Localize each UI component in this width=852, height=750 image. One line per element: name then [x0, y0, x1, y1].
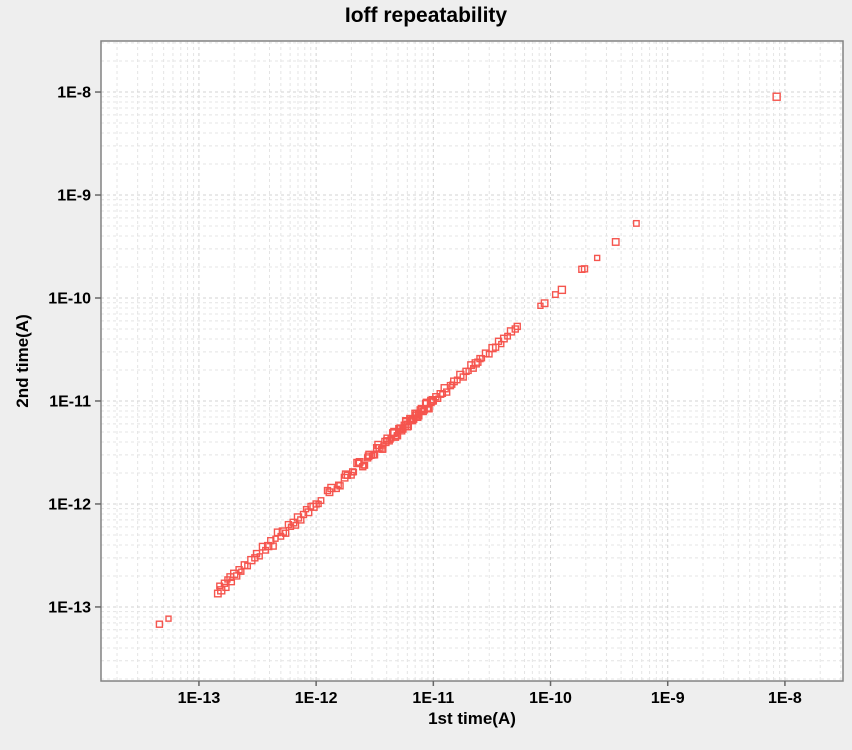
data-point-marker — [348, 468, 357, 476]
grid-layer — [101, 41, 843, 681]
data-point-marker — [434, 395, 442, 403]
data-point-marker — [540, 299, 549, 308]
data-point-marker — [439, 390, 447, 398]
data-point-marker — [315, 500, 322, 508]
data-point-marker — [222, 583, 230, 592]
x-tick-label: 1E-10 — [529, 690, 572, 707]
plot-border — [100, 40, 844, 682]
data-point-marker — [632, 219, 640, 227]
axis-frame-layer — [100, 40, 844, 682]
data-point-marker — [256, 553, 263, 560]
tick-layer: 1E-13 1E-12 1E-11 1E-10 1E-9 1E-8 1E-8 1E-9 1E-1… — [48, 85, 802, 707]
data-point-marker — [374, 440, 383, 450]
data-point-marker — [327, 483, 336, 493]
data-point-marker — [425, 404, 432, 412]
y-tick-label: 1E-8 — [57, 85, 91, 102]
data-point-marker — [442, 388, 451, 396]
data-point-marker — [262, 546, 269, 554]
data-point-marker — [165, 615, 172, 622]
data-point-marker — [360, 462, 367, 469]
x-tick-label: 1E-11 — [412, 690, 454, 707]
data-point-marker — [580, 265, 589, 273]
data-point-marker — [282, 529, 290, 537]
data-point-marker — [228, 578, 236, 586]
y-tick-label: 1E-13 — [48, 599, 91, 616]
data-point-marker — [238, 568, 245, 575]
y-tick-label: 1E-12 — [48, 496, 91, 513]
chart-title: Ioff repeatability — [344, 4, 508, 27]
y-tick-label: 1E-9 — [57, 188, 91, 205]
x-tick-label: 1E-13 — [178, 690, 221, 707]
data-point-marker — [551, 291, 559, 299]
data-point-marker — [557, 285, 567, 295]
data-point-marker — [593, 254, 601, 262]
x-axis-label: 1st time(A) — [428, 709, 516, 728]
data-point-marker — [155, 620, 164, 628]
data-point-marker — [481, 349, 490, 358]
x-tick-label: 1E-8 — [768, 690, 802, 707]
data-point-marker — [269, 542, 277, 550]
data-point-marker — [379, 445, 387, 453]
data-point-marker — [772, 92, 781, 101]
data-point-marker — [382, 437, 391, 445]
y-tick-label: 1E-10 — [48, 291, 91, 308]
data-points-layer — [155, 92, 781, 628]
data-point-marker — [387, 436, 394, 443]
data-point-marker — [364, 452, 373, 461]
data-point-marker — [370, 451, 378, 459]
data-point-marker — [404, 424, 412, 431]
data-point-marker — [334, 481, 342, 489]
y-tick-label: 1E-11 — [49, 393, 91, 410]
data-point-marker — [513, 322, 521, 331]
data-point-marker — [470, 364, 477, 372]
x-tick-label: 1E-12 — [295, 690, 338, 707]
x-tick-label: 1E-9 — [651, 690, 685, 707]
data-point-marker — [292, 521, 300, 529]
data-point-marker — [325, 488, 334, 497]
data-point-marker — [611, 238, 620, 246]
